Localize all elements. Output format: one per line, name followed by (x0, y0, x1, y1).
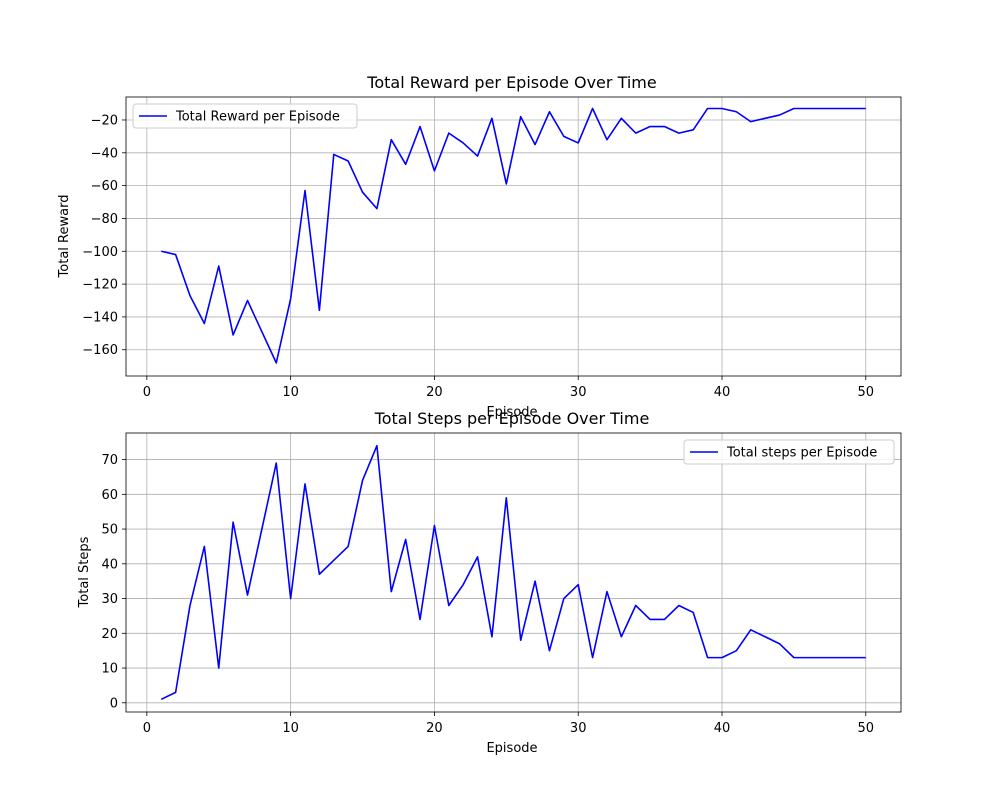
reward-y-tick-label: −160 (82, 343, 118, 358)
steps-y-tick-label: 10 (101, 662, 118, 677)
reward-y-tick-label: −80 (91, 212, 118, 227)
steps-y-tick-label: 0 (110, 696, 118, 711)
reward-y-axis-label: Total Reward (57, 195, 72, 279)
reward-y-tick-label: −100 (82, 245, 118, 260)
steps-y-tick-label: 20 (101, 627, 118, 642)
steps-x-tick-label: 30 (570, 721, 587, 736)
steps-y-tick-label: 40 (101, 557, 118, 572)
steps-y-tick-label: 60 (101, 488, 118, 503)
steps-y-axis-label: Total Steps (77, 536, 92, 608)
reward-chart: Total Reward per Episode Over Time Episo… (57, 73, 902, 420)
reward-y-tick-label: −140 (82, 310, 118, 325)
reward-x-tick-label: 40 (714, 385, 731, 400)
steps-series-line (160, 444, 866, 701)
reward-legend: Total Reward per Episode (132, 103, 358, 129)
steps-axes-frame (125, 432, 902, 713)
steps-legend-label: Total steps per Episode (726, 446, 877, 461)
reward-x-tick-label: 50 (857, 385, 874, 400)
steps-legend: Total steps per Episode (683, 439, 895, 465)
steps-y-tick-label: 70 (101, 453, 118, 468)
reward-plot-area (126, 97, 901, 376)
reward-y-tick-label: −60 (91, 179, 118, 194)
reward-y-tick-label: −40 (91, 146, 118, 161)
reward-axes-frame (125, 96, 902, 377)
steps-x-tick-label: 0 (143, 721, 151, 736)
steps-chart: Total Steps per Episode Over Time Episod… (77, 409, 902, 756)
steps-y-tick-label: 30 (101, 592, 118, 607)
reward-x-tick-label: 30 (570, 385, 587, 400)
steps-y-tick-label: 50 (101, 523, 118, 538)
reward-x-tick-label: 20 (426, 385, 443, 400)
steps-x-tick-label: 50 (857, 721, 874, 736)
reward-chart-title: Total Reward per Episode Over Time (366, 73, 656, 92)
reward-series-line (161, 107, 866, 364)
steps-x-tick-label: 20 (426, 721, 443, 736)
steps-x-tick-label: 40 (714, 721, 731, 736)
steps-x-tick-label: 10 (282, 721, 299, 736)
steps-x-axis-label: Episode (486, 741, 537, 756)
steps-chart-title: Total Steps per Episode Over Time (374, 409, 650, 428)
reward-y-tick-label: −20 (91, 113, 118, 128)
reward-y-tick-label: −120 (82, 278, 118, 293)
reward-x-tick-label: 10 (282, 385, 299, 400)
reward-legend-label: Total Reward per Episode (175, 110, 340, 125)
steps-legend-box (683, 439, 895, 465)
reward-x-axis-label: Episode (486, 405, 537, 420)
reward-legend-box (132, 103, 358, 129)
reward-x-tick-label: 0 (143, 385, 151, 400)
